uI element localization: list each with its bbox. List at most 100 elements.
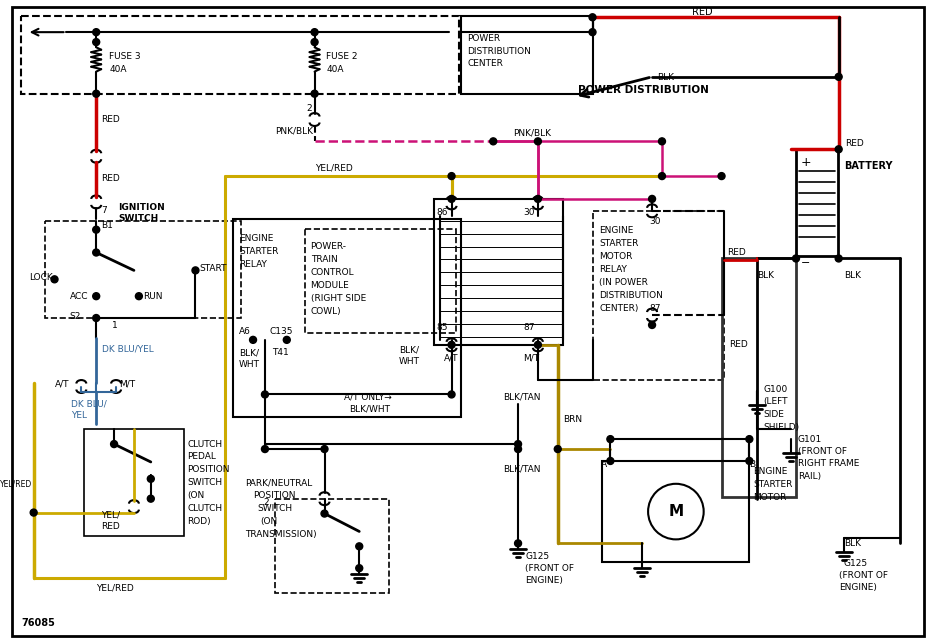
Text: 87: 87 (649, 303, 660, 312)
Text: SWITCH: SWITCH (187, 478, 223, 487)
Text: BLK/TAN: BLK/TAN (503, 464, 540, 473)
Text: A/T: A/T (55, 379, 69, 388)
Text: PEDAL: PEDAL (187, 453, 216, 462)
Text: BLK: BLK (656, 73, 674, 82)
Text: START: START (200, 264, 226, 273)
Circle shape (110, 440, 118, 448)
Circle shape (148, 495, 154, 502)
Circle shape (514, 446, 521, 453)
Text: CLUTCH: CLUTCH (187, 504, 223, 513)
Circle shape (447, 391, 455, 398)
Text: C135: C135 (270, 327, 293, 336)
Circle shape (447, 341, 455, 349)
Circle shape (534, 195, 541, 203)
Text: T41: T41 (272, 349, 289, 358)
Text: ACC: ACC (71, 292, 89, 301)
Circle shape (135, 293, 142, 300)
Bar (433, 199, 562, 345)
Text: ENGINE): ENGINE) (524, 575, 562, 584)
Text: +: + (800, 156, 811, 168)
Circle shape (534, 138, 541, 145)
Text: (FRONT OF: (FRONT OF (838, 570, 887, 579)
Text: FUSE 2: FUSE 2 (326, 53, 357, 62)
Circle shape (658, 138, 664, 145)
Circle shape (250, 336, 256, 343)
Circle shape (447, 172, 455, 179)
Text: CONTROL: CONTROL (310, 268, 354, 277)
Bar (275, 499, 389, 593)
Circle shape (51, 276, 58, 283)
Bar (84, 429, 184, 536)
Text: G101: G101 (797, 435, 821, 444)
Text: B: B (749, 460, 754, 469)
Text: SWITCH: SWITCH (118, 214, 158, 223)
Text: 87: 87 (522, 323, 534, 332)
Text: (ON: (ON (187, 491, 204, 500)
Text: RED: RED (691, 7, 712, 17)
Text: SIDE: SIDE (763, 410, 783, 419)
Circle shape (93, 293, 99, 300)
Text: 30: 30 (522, 208, 534, 217)
Bar (721, 258, 795, 496)
Circle shape (534, 341, 541, 349)
Text: YEL/RED: YEL/RED (315, 163, 352, 172)
Text: ROD): ROD) (187, 517, 211, 526)
Text: (ON: (ON (260, 517, 277, 526)
Text: RIGHT FRAME: RIGHT FRAME (797, 460, 858, 469)
Text: (FRONT OF: (FRONT OF (524, 564, 574, 573)
Bar (233, 219, 461, 417)
Text: 40A: 40A (326, 66, 343, 75)
Circle shape (554, 446, 561, 453)
Text: 30: 30 (649, 217, 660, 226)
Text: ENGINE: ENGINE (238, 234, 273, 243)
Text: G125: G125 (524, 552, 548, 561)
Text: STARTER: STARTER (238, 247, 278, 256)
Circle shape (311, 29, 317, 35)
Text: WHT: WHT (398, 358, 419, 367)
Text: YEL: YEL (71, 411, 87, 420)
Circle shape (648, 195, 655, 203)
Circle shape (489, 138, 496, 145)
Circle shape (834, 255, 842, 262)
Text: B1: B1 (101, 221, 113, 230)
Text: MOTOR: MOTOR (599, 252, 632, 261)
Circle shape (321, 510, 328, 517)
Circle shape (745, 436, 752, 442)
Circle shape (93, 29, 99, 35)
Text: 2: 2 (263, 498, 268, 507)
Text: RED: RED (101, 115, 120, 124)
Text: 86: 86 (436, 208, 447, 217)
Text: CENTER: CENTER (467, 59, 503, 68)
Circle shape (792, 255, 799, 262)
Text: BLK: BLK (843, 539, 859, 548)
Text: TRANSMISSION): TRANSMISSION) (245, 530, 316, 539)
Text: −: − (800, 258, 809, 268)
Text: BLK/: BLK/ (398, 345, 419, 354)
Text: S2: S2 (70, 312, 81, 321)
Text: YEL/RED: YEL/RED (0, 479, 32, 488)
Text: ENGINE: ENGINE (753, 467, 787, 476)
Text: RED: RED (727, 248, 745, 257)
Text: CLUTCH: CLUTCH (187, 440, 223, 449)
Text: (LEFT: (LEFT (763, 397, 787, 406)
Text: 1: 1 (112, 322, 118, 331)
Circle shape (834, 73, 842, 80)
Text: IGNITION: IGNITION (118, 203, 164, 212)
Text: POWER: POWER (467, 33, 500, 42)
Circle shape (834, 146, 842, 153)
Text: STARTER: STARTER (753, 480, 792, 489)
Circle shape (355, 565, 362, 572)
Circle shape (283, 336, 290, 343)
Circle shape (588, 29, 596, 35)
Text: POSITION: POSITION (252, 491, 295, 500)
Text: RELAY: RELAY (238, 260, 266, 269)
Text: SWITCH: SWITCH (257, 504, 291, 513)
Bar (795, 149, 837, 257)
Circle shape (31, 509, 37, 516)
Circle shape (717, 172, 724, 179)
Text: A: A (599, 460, 606, 469)
Text: MODULE: MODULE (310, 281, 349, 290)
Text: RED: RED (101, 174, 120, 183)
Text: STARTER: STARTER (599, 239, 638, 248)
Text: ENGINE: ENGINE (599, 226, 633, 235)
